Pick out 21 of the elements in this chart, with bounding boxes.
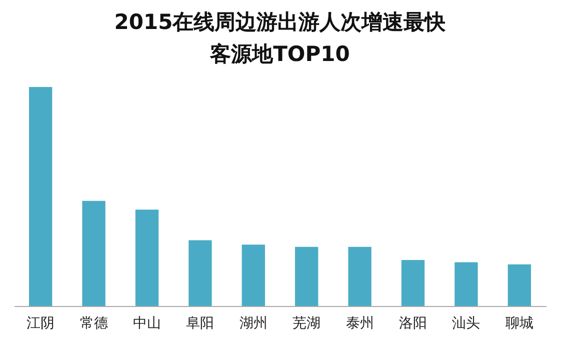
x-tick-label: 中山 bbox=[133, 316, 161, 332]
bar bbox=[454, 262, 478, 306]
bar bbox=[242, 244, 265, 306]
x-tick-label: 阜阳 bbox=[186, 316, 214, 332]
x-tick-label: 芜湖 bbox=[292, 316, 321, 332]
chart-title: 2015在线周边游出游人次增速最快客源地TOP10 bbox=[114, 10, 447, 66]
bar bbox=[295, 246, 318, 306]
x-tick-label: 聊城 bbox=[505, 316, 534, 332]
bar bbox=[508, 264, 531, 306]
bar bbox=[135, 210, 159, 306]
bar bbox=[82, 200, 106, 306]
x-tick-label: 江阴 bbox=[26, 316, 55, 332]
bar bbox=[188, 240, 212, 306]
x-tick-label: 泰州 bbox=[346, 316, 374, 332]
x-tick-label: 洛阳 bbox=[399, 316, 427, 332]
bar bbox=[401, 260, 425, 306]
bar bbox=[29, 87, 52, 306]
x-tick-label: 常德 bbox=[80, 316, 108, 332]
x-tick-label: 湖州 bbox=[239, 316, 268, 332]
x-tick-label: 汕头 bbox=[452, 316, 480, 332]
bar bbox=[348, 246, 372, 306]
